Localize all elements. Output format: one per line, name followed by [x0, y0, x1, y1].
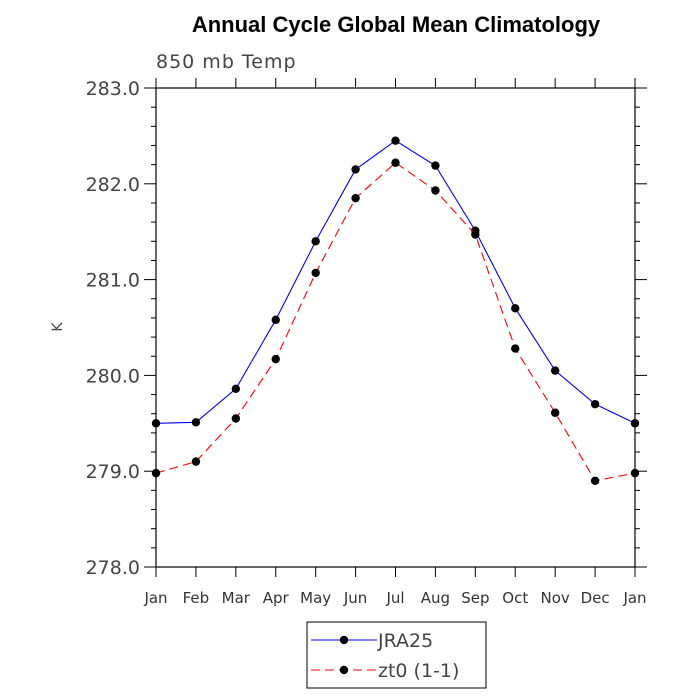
y-tick-label: 278.0 — [86, 557, 140, 579]
data-point — [151, 468, 161, 478]
data-point — [511, 344, 520, 353]
data-point — [391, 136, 400, 145]
x-tick-label: Mar — [222, 589, 251, 607]
data-point — [391, 158, 400, 167]
data-point — [231, 414, 241, 423]
x-tick-label: Jul — [385, 589, 404, 607]
x-tick-label: Feb — [183, 589, 210, 607]
data-point — [151, 419, 161, 428]
y-tick-label: 282.0 — [86, 174, 140, 196]
axis-ticks — [144, 78, 647, 577]
legend-marker — [339, 635, 349, 645]
data-point — [590, 399, 600, 409]
y-tick-label: 281.0 — [86, 270, 140, 292]
x-tick-label: Jan — [143, 589, 167, 607]
y-tick-labels: 278.0 279.0 280.0 281.0 282.0 283.0 — [86, 78, 140, 579]
chart-subtitle: 850 mb Temp — [156, 51, 297, 73]
x-tick-labels: Jan Feb Mar Apr May Jun Jul Aug Sep Oct Nov Dec Jan — [143, 589, 646, 607]
x-tick-label: Nov — [541, 589, 570, 607]
legend-label: JRA25 — [377, 630, 433, 652]
x-tick-label: Aug — [421, 589, 450, 607]
y-tick-label: 279.0 — [86, 461, 140, 483]
x-tick-label: May — [300, 589, 331, 607]
data-point — [271, 315, 280, 325]
y-tick-label: 283.0 — [86, 78, 140, 100]
data-point — [351, 193, 360, 203]
data-point — [311, 268, 320, 278]
legend: JRA25 zt0 (1-1) — [306, 621, 487, 689]
data-point — [511, 304, 520, 313]
x-tick-label: Jan — [622, 589, 646, 607]
y-axis-label: K — [50, 322, 66, 332]
series-line-1 — [155, 162, 636, 482]
data-point — [550, 408, 560, 417]
series-layer — [151, 136, 640, 485]
x-tick-label: Apr — [263, 589, 290, 607]
data-point — [351, 165, 360, 174]
x-tick-label: Oct — [502, 589, 528, 607]
data-point — [431, 161, 440, 170]
series-line-0 — [155, 140, 636, 424]
legend-box — [306, 621, 487, 689]
data-point — [311, 237, 320, 246]
legend-marker — [339, 665, 349, 675]
y-tick-label: 280.0 — [86, 365, 140, 387]
legend-label: zt0 (1-1) — [378, 660, 459, 682]
data-point — [191, 457, 201, 466]
data-point — [191, 418, 201, 427]
x-tick-label: Dec — [581, 589, 610, 607]
data-point — [231, 384, 241, 394]
data-point — [271, 354, 280, 364]
data-point — [471, 230, 480, 239]
x-tick-label: Sep — [461, 589, 489, 607]
data-point — [630, 468, 640, 478]
data-point — [550, 366, 560, 375]
x-tick-label: Jun — [343, 589, 367, 607]
data-point — [431, 186, 440, 195]
chart-title: Annual Cycle Global Mean Climatology — [192, 12, 601, 37]
data-point — [630, 419, 640, 428]
data-point — [590, 476, 600, 485]
